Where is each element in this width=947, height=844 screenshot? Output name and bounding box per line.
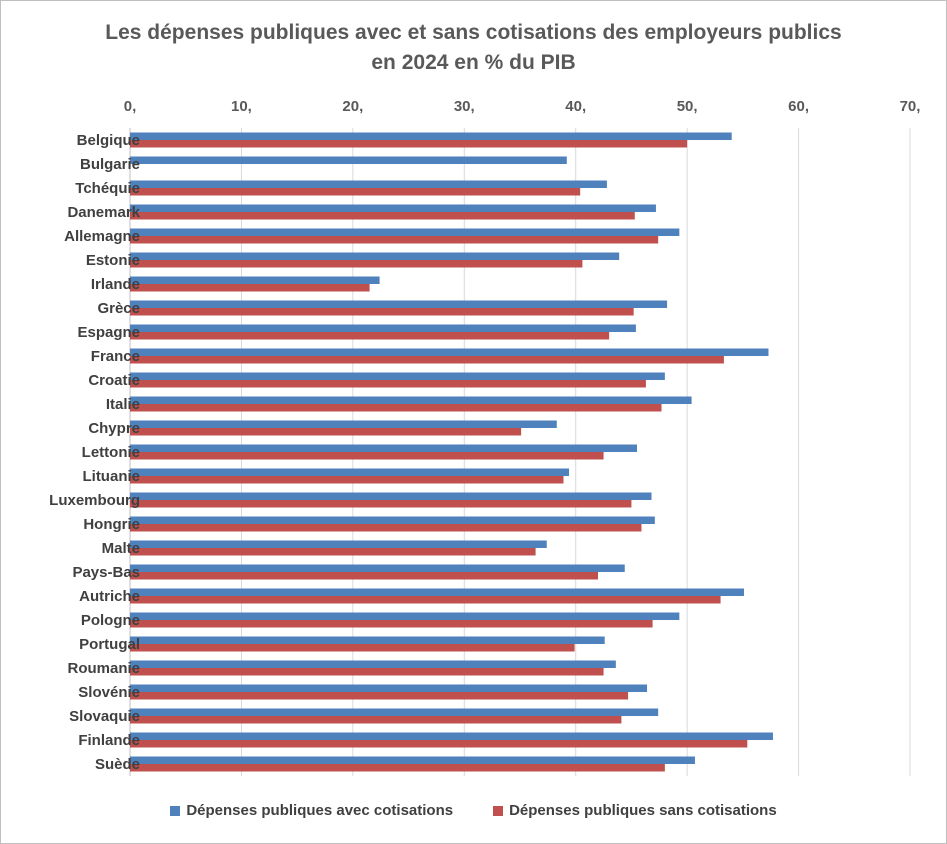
category-label: Croatie [88, 372, 140, 389]
bar [130, 180, 607, 188]
bar [130, 428, 522, 436]
x-tick-label: 70, [900, 98, 921, 115]
category-label: Grèce [97, 300, 140, 317]
bar [130, 156, 567, 164]
bar [130, 732, 773, 740]
x-tick-label: 40, [565, 98, 586, 115]
category-label: Espagne [77, 324, 140, 341]
bar [130, 372, 665, 380]
bar [130, 572, 598, 580]
category-label: Irlande [91, 276, 140, 293]
bar [130, 692, 629, 700]
chart-title-line2: en 2024 en % du PIB [371, 51, 576, 74]
legend-item-without-contributions: Dépenses publiques sans cotisations [493, 802, 777, 819]
bar [130, 300, 668, 308]
legend-label-without-contributions: Dépenses publiques sans cotisations [509, 802, 777, 819]
category-label: Pays-Bas [72, 564, 140, 581]
bar [130, 564, 625, 572]
bar [130, 468, 570, 476]
bar [130, 660, 616, 668]
category-label: Suède [95, 756, 140, 773]
bar [130, 644, 575, 652]
category-label: Belgique [77, 132, 140, 149]
category-label: Tchéquie [75, 180, 140, 197]
bar [130, 516, 655, 524]
bar [130, 420, 557, 428]
bar [130, 540, 547, 548]
x-tick-label: 10, [231, 98, 252, 115]
bar [130, 356, 724, 364]
bar [130, 228, 680, 236]
category-label: Lituanie [82, 468, 140, 485]
bar [130, 212, 635, 220]
bar [130, 764, 665, 772]
x-tick-label: 20, [342, 98, 363, 115]
category-label: Portugal [79, 636, 140, 653]
category-label: Lettonie [82, 444, 140, 461]
bar [130, 236, 659, 244]
category-label: Pologne [81, 612, 140, 629]
bar [130, 548, 536, 556]
bar [130, 188, 581, 196]
bar [130, 260, 583, 268]
category-label: Danemark [67, 204, 140, 221]
category-label: Malte [102, 540, 140, 557]
chart-title-line1: Les dépenses publiques avec et sans coti… [105, 21, 842, 44]
bar [130, 476, 564, 484]
x-tick-label: 30, [454, 98, 475, 115]
category-label: Slovaquie [69, 708, 140, 725]
category-label: Chypre [88, 420, 140, 437]
category-label: Autriche [79, 588, 140, 605]
bar [130, 404, 662, 412]
bar [130, 284, 370, 292]
bar [130, 132, 732, 140]
x-tick-label: 50, [677, 98, 698, 115]
x-tick-label: 60, [788, 98, 809, 115]
category-label: Luxembourg [49, 492, 140, 509]
category-label: Italie [106, 396, 140, 413]
bar [130, 524, 642, 532]
bar [130, 636, 605, 644]
legend-swatch-red [493, 805, 504, 816]
bar [130, 756, 695, 764]
category-label: Slovénie [78, 684, 140, 701]
bar [130, 588, 744, 596]
category-label: Roumanie [67, 660, 140, 677]
bar [130, 492, 652, 500]
bar [130, 500, 632, 508]
legend: Dépenses publiques avec cotisations Dépe… [0, 802, 947, 819]
bar [130, 380, 646, 388]
legend-swatch-blue [170, 805, 181, 816]
bar [130, 332, 610, 340]
bar [130, 684, 648, 692]
category-label: France [91, 348, 140, 365]
bar [130, 620, 653, 628]
bar [130, 204, 656, 212]
legend-item-with-contributions: Dépenses publiques avec cotisations [170, 802, 453, 819]
category-label: Estonie [86, 252, 140, 269]
bar [130, 324, 636, 332]
category-label: Allemagne [64, 228, 140, 245]
bar [130, 396, 692, 404]
bar [130, 740, 748, 748]
bar [130, 716, 622, 724]
bar [130, 596, 721, 604]
category-label: Hongrie [83, 516, 140, 533]
bar [130, 668, 604, 676]
bar [130, 276, 380, 284]
bar [130, 612, 680, 620]
category-label: Finlande [78, 732, 140, 749]
bar [130, 252, 620, 260]
bar [130, 444, 637, 452]
x-tick-label: 0, [124, 98, 137, 115]
bar [130, 308, 634, 316]
bar [130, 348, 769, 356]
category-label: Bulgarie [80, 156, 140, 173]
legend-label-with-contributions: Dépenses publiques avec cotisations [186, 802, 454, 819]
bar [130, 708, 659, 716]
bar [130, 452, 604, 460]
bar [130, 140, 688, 148]
